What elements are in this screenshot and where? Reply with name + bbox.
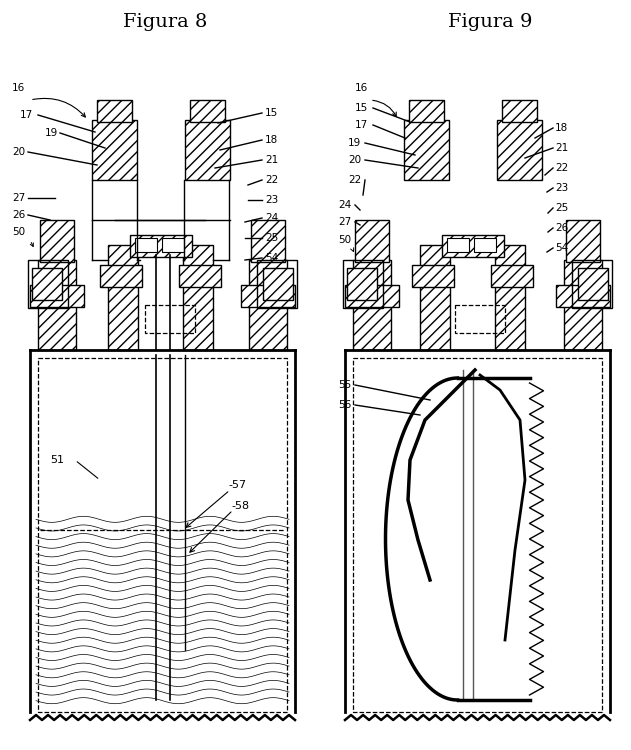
Text: 54: 54	[555, 243, 569, 253]
Text: 25: 25	[555, 203, 569, 213]
Text: 15: 15	[355, 103, 369, 113]
Bar	[566, 220, 600, 262]
Text: 24: 24	[338, 200, 351, 210]
Text: 50: 50	[338, 235, 351, 245]
Bar	[179, 265, 221, 287]
Bar	[249, 260, 287, 350]
Bar	[183, 245, 213, 350]
Bar	[348, 353, 607, 712]
Text: Figura 8: Figura 8	[123, 13, 207, 31]
Text: 16: 16	[355, 83, 369, 93]
Text: 21: 21	[555, 143, 569, 153]
Bar	[409, 100, 444, 122]
Text: 20: 20	[348, 155, 361, 165]
Bar	[38, 260, 76, 350]
Bar	[32, 352, 293, 510]
Bar	[162, 238, 184, 252]
Bar	[145, 305, 195, 333]
Bar	[241, 285, 295, 307]
Bar	[474, 238, 496, 252]
Text: 56: 56	[338, 400, 351, 410]
Bar	[442, 235, 504, 257]
Bar	[185, 120, 230, 180]
Bar	[100, 265, 142, 287]
Text: 22: 22	[265, 175, 278, 185]
Bar	[447, 238, 469, 252]
Bar	[420, 245, 450, 350]
Bar	[32, 510, 293, 712]
Text: 23: 23	[555, 183, 569, 193]
Bar	[32, 268, 62, 300]
Text: 22: 22	[348, 175, 362, 185]
Text: 18: 18	[265, 135, 278, 145]
Text: 26: 26	[12, 210, 25, 220]
Text: 19: 19	[348, 138, 362, 148]
Text: Figura 9: Figura 9	[448, 13, 533, 31]
Text: 15: 15	[265, 108, 278, 118]
Text: 24: 24	[265, 213, 278, 223]
Bar	[190, 100, 225, 122]
Bar	[564, 260, 602, 350]
Bar	[556, 285, 610, 307]
Text: 23: 23	[265, 195, 278, 205]
Text: 19: 19	[45, 128, 58, 138]
Text: 26: 26	[555, 223, 569, 233]
Text: -58: -58	[231, 501, 249, 511]
Bar	[251, 220, 285, 262]
Bar	[345, 285, 399, 307]
Text: 27: 27	[12, 193, 25, 203]
Bar	[28, 260, 68, 308]
Bar	[497, 120, 542, 180]
Text: 17: 17	[20, 110, 33, 120]
Bar	[257, 260, 297, 308]
Bar	[355, 220, 389, 262]
Text: 21: 21	[265, 155, 278, 165]
Bar	[92, 120, 137, 180]
Bar	[97, 100, 132, 122]
Bar	[347, 268, 377, 300]
Bar	[404, 120, 449, 180]
Text: 22: 22	[555, 163, 569, 173]
Text: -57: -57	[228, 480, 246, 490]
Bar	[38, 358, 287, 712]
Text: 27: 27	[338, 217, 351, 227]
Text: 54: 54	[265, 253, 278, 263]
Bar	[130, 235, 192, 257]
Bar	[412, 265, 454, 287]
Text: 50: 50	[12, 227, 25, 237]
Bar	[353, 358, 602, 712]
Text: 17: 17	[355, 120, 369, 130]
Bar	[263, 268, 293, 300]
Bar	[353, 260, 391, 350]
Bar	[40, 220, 74, 262]
Bar	[572, 260, 612, 308]
Text: 18: 18	[555, 123, 569, 133]
Bar	[578, 268, 608, 300]
Text: 51: 51	[50, 455, 64, 465]
Bar	[30, 285, 84, 307]
Text: 16: 16	[12, 83, 25, 93]
Text: 55: 55	[338, 380, 351, 390]
Text: 20: 20	[12, 147, 25, 157]
Bar	[491, 265, 533, 287]
Bar	[495, 245, 525, 350]
Bar	[108, 245, 138, 350]
Text: 25: 25	[265, 233, 278, 243]
Bar	[343, 260, 383, 308]
Bar	[135, 238, 157, 252]
Bar	[455, 305, 505, 333]
Bar	[502, 100, 537, 122]
